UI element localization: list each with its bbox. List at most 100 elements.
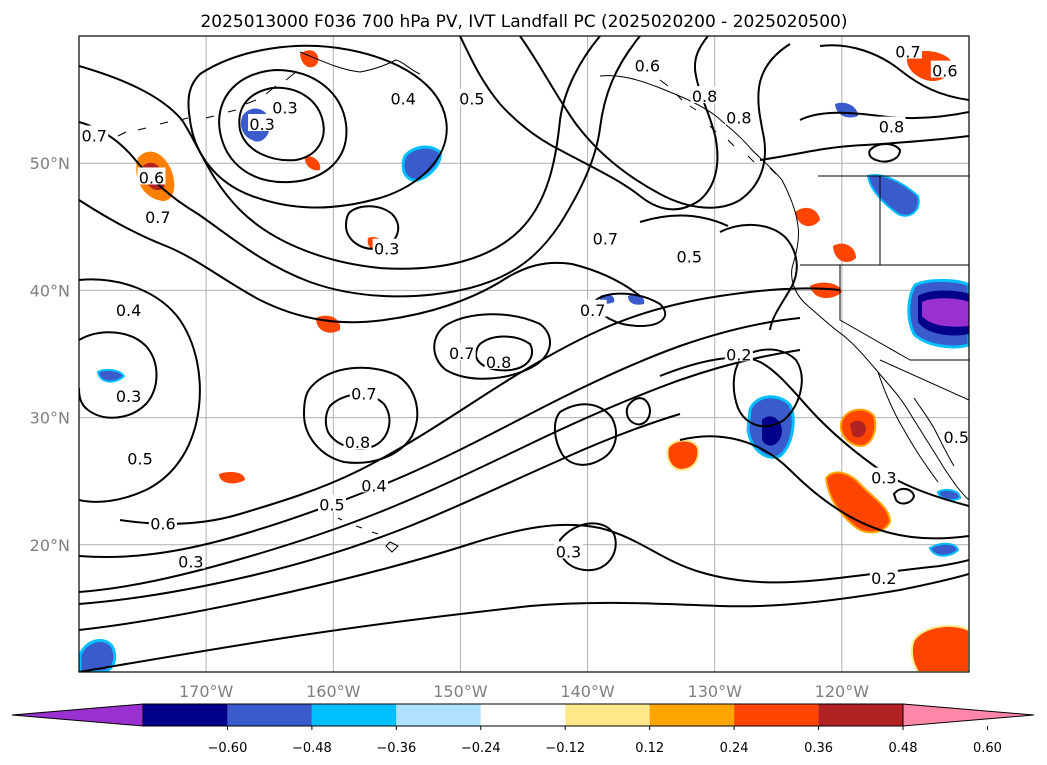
alaska-coast: [299, 51, 421, 75]
contour-labels: 0.3 0.3 0.4 0.5 0.7 0.6 0.7 0.3 0.7 0.5 0.8 0.8 0.8 0…: [80, 41, 969, 588]
contour-label: 0.4: [390, 90, 415, 109]
contour-band-3: [79, 349, 801, 593]
gulf-of-california-coast: [913, 397, 955, 467]
lon-tick-label: 170°W: [179, 682, 234, 701]
contour-label: 0.5: [319, 495, 344, 514]
contour-east-loop: [732, 348, 803, 428]
colorbar-segment: [480, 704, 566, 726]
map-layers: 0.3 0.3 0.4 0.5 0.7 0.6 0.7 0.3 0.7 0.5 0.8 0.8 0.8 0…: [79, 36, 969, 672]
contour-northwest: [79, 36, 601, 270]
contour-label: 0.7: [895, 43, 920, 62]
contour-label: 0.5: [944, 428, 969, 447]
contour-northeast-loop-3: [759, 135, 969, 161]
contour-label: 0.5: [459, 90, 484, 109]
contour-label-bg: [114, 386, 143, 404]
contour-west-central: [79, 331, 158, 419]
contour-label-bg: [690, 86, 719, 104]
contour-label: 0.3: [116, 387, 141, 406]
contour-label-bg: [633, 55, 662, 73]
contour-central-ellipse: [433, 313, 551, 380]
contour-label: 0.8: [879, 118, 904, 137]
contour-label-bg: [877, 116, 906, 134]
contour-label-bg: [869, 467, 898, 485]
pv-contours: [79, 36, 969, 672]
contour-sw-ellipse: [302, 366, 419, 464]
contour-coast-east: [719, 223, 798, 331]
contour-small-loop-ne: [868, 143, 902, 163]
colorbar-tick-label: 0.60: [973, 741, 1002, 756]
contour-label: 0.2: [726, 345, 751, 364]
colorbar-tick-label: 0.12: [635, 741, 664, 756]
contour-label-bg: [591, 228, 620, 246]
lat-tick-label: 50°N: [30, 154, 70, 173]
contour-label-bg: [869, 568, 898, 586]
contour-southeast-small: [625, 397, 652, 426]
map-title: 2025013000 F036 700 hPa PV, IVT Landfall…: [200, 12, 847, 32]
contour-small-ring-1: [892, 488, 916, 505]
contour-label-bg: [248, 114, 277, 132]
colorbar-outline: [142, 703, 904, 727]
contour-label: 0.7: [580, 301, 605, 320]
contour-label: 0.3: [556, 542, 581, 561]
contour-label: 0.3: [374, 240, 399, 259]
colorbar-tick-label: 0.36: [804, 741, 833, 756]
contour-label: 0.7: [145, 208, 170, 227]
contour-label: 0.7: [449, 344, 474, 363]
contour-band-4: [79, 413, 681, 605]
contour-label: 0.6: [635, 57, 660, 76]
contour-label-bg: [114, 299, 143, 317]
contour-north-pacific-east: [519, 36, 791, 209]
contour-band-6: [79, 573, 969, 672]
contour-west-ring-3: [187, 44, 448, 209]
contour-east-wave-2: [679, 435, 969, 540]
colorbar-segment: [565, 704, 650, 726]
contour-northeast-loop: [819, 44, 969, 101]
lon-tick-label: 140°W: [560, 682, 615, 701]
colorbar-segment: [734, 704, 819, 726]
contour-label: 0.6: [932, 62, 957, 81]
contour-label: 0.8: [486, 353, 511, 372]
contour-label: 0.8: [726, 109, 751, 128]
axis-tick-labels: 170°W 160°W 150°W 140°W 130°W 120°W 20°N 30°N 40…: [30, 154, 870, 701]
baja-california-coast: [877, 371, 939, 483]
colorbar-tick-label: 0.24: [720, 741, 749, 756]
colorbar: −0.60 −0.48 −0.36 −0.24 −0.12 0.12 0.24 0.36 0.4…: [11, 703, 1035, 756]
contour-label: 0.7: [593, 230, 618, 249]
contour-label: 0.8: [692, 87, 717, 106]
contour-label: 0.6: [150, 514, 175, 533]
contour-label-bg: [447, 343, 476, 360]
contour-label-bg: [578, 299, 607, 317]
hawaii-islands: [337, 517, 399, 553]
contour-band-2: [79, 317, 801, 559]
contour-label-bg: [724, 107, 753, 125]
colorbar-segment: [649, 704, 735, 726]
contour-band-1: [119, 287, 841, 525]
lon-tick-label: 150°W: [433, 682, 488, 701]
contour-label-bg: [554, 541, 583, 559]
contour-label-bg: [372, 238, 401, 256]
contour-label-bg: [143, 206, 172, 224]
contour-label: 0.3: [272, 99, 297, 118]
colorbar-tick-label: −0.36: [376, 741, 416, 756]
contour-label: 0.7: [351, 385, 376, 404]
contour-label: 0.3: [871, 469, 896, 488]
north-america-coast: [599, 75, 969, 501]
colorbar-segment: [311, 704, 397, 726]
contour-label: 0.6: [139, 168, 164, 187]
contour-label-bg: [176, 551, 205, 569]
colorbar-tick-label: −0.60: [208, 741, 248, 756]
colorbar-extend-low: [11, 703, 144, 727]
colorbar-segment: [143, 704, 228, 726]
contour-label: 0.8: [345, 433, 370, 452]
contour-label-bg: [270, 97, 299, 115]
contour-southeast-loop: [554, 403, 617, 466]
contour-northeast-loop-2: [799, 111, 969, 121]
contour-west-central-2: [79, 278, 201, 503]
contour-label-bg: [930, 60, 959, 78]
contour-label-bg: [359, 475, 388, 493]
colorbar-tick-label: −0.12: [545, 741, 585, 756]
contour-northwest-3: [79, 199, 641, 324]
contour-label-bg: [724, 344, 753, 362]
contour-label-bg: [942, 426, 969, 444]
